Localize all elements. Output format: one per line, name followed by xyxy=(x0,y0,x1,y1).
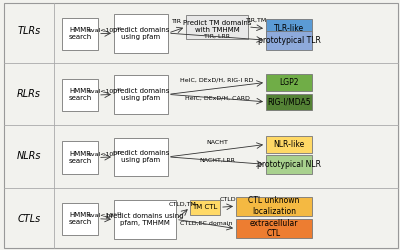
Text: NACHT: NACHT xyxy=(206,140,228,145)
FancyBboxPatch shape xyxy=(114,75,168,114)
FancyBboxPatch shape xyxy=(114,138,168,176)
Text: HMMR
search: HMMR search xyxy=(68,27,92,40)
Text: HeIC, DExD/H, RIG-I RD: HeIC, DExD/H, RIG-I RD xyxy=(180,78,254,83)
FancyBboxPatch shape xyxy=(266,155,312,174)
Text: TLR-like: TLR-like xyxy=(274,24,304,33)
Text: TM CTL: TM CTL xyxy=(192,204,218,210)
Text: eval<10⁻⁴¹: eval<10⁻⁴¹ xyxy=(87,28,122,33)
FancyBboxPatch shape xyxy=(236,197,312,216)
Text: TLRs: TLRs xyxy=(18,26,41,36)
Text: eval<10⁻⁴¹: eval<10⁻⁴¹ xyxy=(87,213,122,218)
Text: eval<10⁻⁴¹: eval<10⁻⁴¹ xyxy=(87,152,122,157)
Text: TIR: TIR xyxy=(172,19,182,24)
Text: NLR-like: NLR-like xyxy=(273,140,305,149)
Text: NACHT,LRR: NACHT,LRR xyxy=(199,158,235,162)
Text: prototypical TLR: prototypical TLR xyxy=(258,36,320,44)
FancyBboxPatch shape xyxy=(62,202,98,235)
FancyBboxPatch shape xyxy=(266,31,312,50)
Text: predict domains
using pfam: predict domains using pfam xyxy=(113,88,169,101)
FancyBboxPatch shape xyxy=(186,15,248,39)
Text: HMMR
search: HMMR search xyxy=(68,88,92,102)
Text: extracellular
CTL: extracellular CTL xyxy=(250,219,298,238)
FancyBboxPatch shape xyxy=(114,200,176,239)
Text: predict domains
using pfam: predict domains using pfam xyxy=(113,150,169,164)
Text: LGP2: LGP2 xyxy=(279,78,299,87)
Text: NLRs: NLRs xyxy=(17,151,42,161)
Text: predict domains using
pfam, TMHMM: predict domains using pfam, TMHMM xyxy=(106,213,184,226)
FancyBboxPatch shape xyxy=(62,141,98,174)
Text: HMMR
search: HMMR search xyxy=(68,151,92,164)
Text: prototypical NLR: prototypical NLR xyxy=(257,160,321,169)
Text: RLRs: RLRs xyxy=(17,89,41,99)
Text: HeIC, DExD/H, CARD: HeIC, DExD/H, CARD xyxy=(184,95,250,100)
Text: Predict TM domains
with TMHMM: Predict TM domains with TMHMM xyxy=(183,20,251,33)
Text: RIG-I/MDA5: RIG-I/MDA5 xyxy=(267,97,311,106)
FancyBboxPatch shape xyxy=(62,18,98,50)
FancyBboxPatch shape xyxy=(236,219,312,238)
FancyBboxPatch shape xyxy=(266,94,312,110)
FancyBboxPatch shape xyxy=(62,79,98,111)
FancyBboxPatch shape xyxy=(266,136,312,152)
Text: predict domains
using pfam: predict domains using pfam xyxy=(113,26,169,40)
Text: CTLD: CTLD xyxy=(220,197,236,202)
Text: CTLD,TM: CTLD,TM xyxy=(169,202,197,207)
Text: HMMR
search: HMMR search xyxy=(68,212,92,225)
Text: TIR,TM: TIR,TM xyxy=(246,18,268,23)
Text: CTLD,EC domain: CTLD,EC domain xyxy=(180,221,232,226)
FancyBboxPatch shape xyxy=(114,14,168,52)
FancyBboxPatch shape xyxy=(266,19,312,38)
Text: CTL unknown
localization: CTL unknown localization xyxy=(248,196,300,216)
FancyBboxPatch shape xyxy=(266,74,312,90)
Text: CTLs: CTLs xyxy=(18,214,41,224)
Text: TIR, LRR: TIR, LRR xyxy=(204,34,230,38)
FancyBboxPatch shape xyxy=(190,200,220,215)
Text: eval<10⁻⁴¹: eval<10⁻⁴¹ xyxy=(87,90,122,94)
